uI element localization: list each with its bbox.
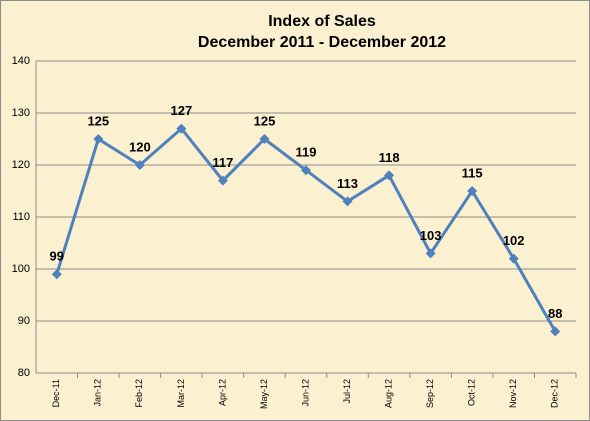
point-marker [467, 186, 478, 196]
y-tick-label: 90 [18, 315, 30, 327]
data-label: 127 [171, 103, 193, 118]
data-label: 88 [548, 306, 562, 321]
y-tick-label: 130 [12, 107, 30, 119]
y-tick-label: 110 [12, 211, 30, 223]
y-tick-label: 80 [18, 367, 30, 379]
x-tick-label: Jan-12 [93, 379, 103, 407]
point-marker [508, 253, 519, 264]
x-tick-label: Apr-12 [217, 379, 227, 406]
point-marker [93, 134, 104, 144]
point-marker [217, 175, 228, 186]
point-marker [425, 248, 436, 259]
data-label: 125 [87, 113, 109, 128]
x-tick-label: Feb-12 [134, 379, 144, 408]
point-marker [342, 196, 353, 207]
point-marker [51, 269, 62, 280]
data-label: 118 [379, 150, 400, 165]
chart-title: Index of Sales [268, 13, 376, 30]
y-tick-label: 100 [12, 263, 30, 275]
x-tick-label: Dec-11 [51, 379, 61, 407]
point-marker [550, 326, 561, 337]
x-tick-label: Oct-12 [467, 379, 477, 406]
data-label: 102 [503, 233, 525, 248]
point-marker [301, 165, 311, 176]
x-tick-label: Sep-12 [425, 379, 435, 408]
point-marker [134, 160, 145, 170]
data-label: 117 [212, 155, 233, 170]
x-tick-label: Jun-12 [300, 379, 310, 407]
x-tick-label: Nov-12 [508, 379, 518, 408]
data-label: 115 [462, 165, 483, 180]
data-label: 120 [129, 139, 151, 154]
x-tick-label: Mar-12 [176, 379, 186, 408]
point-marker [176, 123, 187, 134]
data-label: 103 [420, 228, 442, 243]
data-label: 113 [337, 176, 358, 191]
data-label: 125 [254, 113, 276, 128]
x-tick-label: May-12 [259, 379, 269, 409]
data-label: 119 [296, 145, 317, 160]
x-tick-label: Jul-12 [342, 379, 352, 404]
point-marker [384, 170, 395, 181]
x-tick-label: Aug-12 [383, 379, 393, 408]
point-marker [259, 134, 270, 144]
chart-subtitle: December 2011 - December 2012 [198, 34, 446, 51]
y-tick-label: 140 [12, 55, 30, 67]
data-label: 99 [50, 249, 64, 264]
x-tick-label: Dec-12 [550, 379, 560, 408]
y-tick-label: 120 [12, 159, 30, 171]
